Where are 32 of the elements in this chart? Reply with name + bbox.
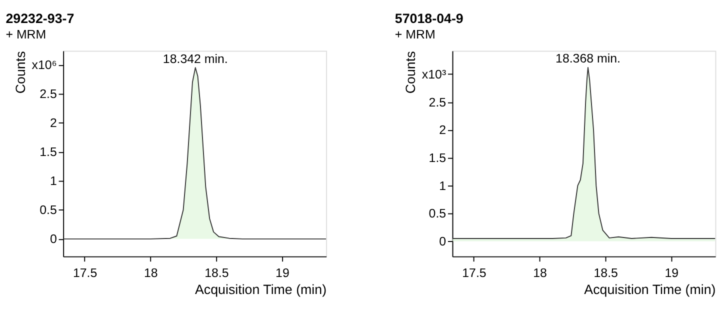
y-tick-label: 1.5 xyxy=(40,145,57,160)
y-axis-title: Counts xyxy=(403,50,418,94)
x-tick-label: 18 xyxy=(533,266,548,280)
chart-title: 57018-04-9 xyxy=(394,11,464,26)
y-tick-label: 2.5 xyxy=(40,87,57,102)
y-tick-label: 0 xyxy=(50,232,57,246)
x-axis-title: Acquisition Time (min) xyxy=(584,282,716,298)
y-axis-title: Counts xyxy=(13,50,28,94)
y-tick-label: 0.5 xyxy=(40,203,57,218)
annotation: 18.342 min. xyxy=(162,52,228,66)
x-tick-label: 18.5 xyxy=(594,266,618,280)
y-tick-label: 2 xyxy=(439,123,446,138)
y-tick-label: 1 xyxy=(439,178,446,193)
y-tick-label: 2.5 xyxy=(428,95,446,110)
x-tick-label: 19 xyxy=(664,266,679,280)
annotation: 18.368 min. xyxy=(556,52,620,66)
y-tick-label: 2 xyxy=(50,116,57,130)
y-tick-label: 1.5 xyxy=(428,151,446,166)
y-tick-label: 0.5 xyxy=(428,206,446,221)
x-tick-label: 18 xyxy=(144,266,158,280)
x-tick-label: 19 xyxy=(276,266,290,280)
y-tick-label: x10³ xyxy=(422,67,446,82)
chart-subtitle: + MRM xyxy=(6,27,46,42)
chart-subtitle: + MRM xyxy=(394,27,436,42)
x-tick-label: 18.5 xyxy=(204,266,229,280)
y-tick-label: 1 xyxy=(50,174,57,188)
y-tick-label: x10⁶ xyxy=(32,58,57,72)
x-axis-title: Acquisition Time (min) xyxy=(194,282,327,298)
x-tick-label: 17.5 xyxy=(462,266,486,280)
y-tick-label: 0 xyxy=(439,234,446,249)
x-tick-label: 17.5 xyxy=(72,266,98,280)
chart-title: 29232-93-7 xyxy=(6,11,74,26)
